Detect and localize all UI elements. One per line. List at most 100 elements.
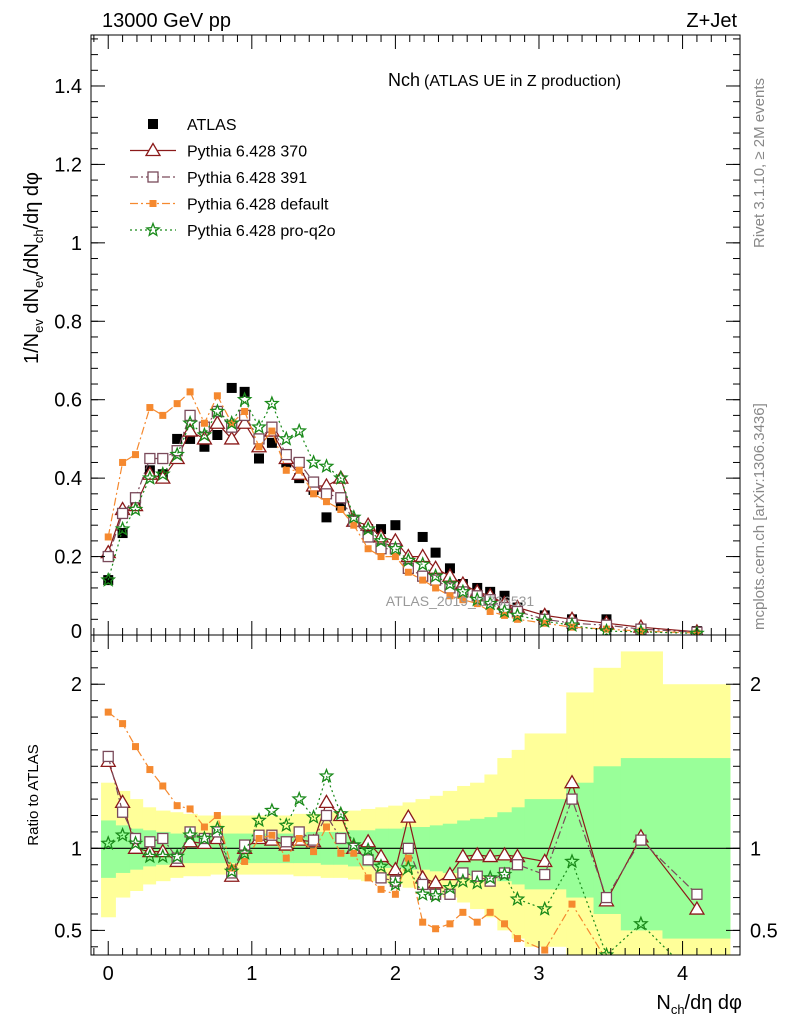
data-point-pdefault: [337, 506, 345, 514]
data-point-pq2o: [427, 567, 444, 583]
data-point-p370: [387, 861, 404, 876]
data-point-pdefault: [159, 411, 167, 419]
data-point-pq2o: [100, 835, 117, 851]
data-point-pdefault: [119, 458, 127, 466]
rivet-label: Rivet 3.1.10, ≥ 2M events: [751, 78, 768, 248]
data-point-pdefault: [446, 592, 454, 600]
uncertainty-band-inner: [593, 766, 622, 914]
data-point-p391: [102, 750, 114, 763]
data-point-pdefault: [146, 766, 154, 774]
data-point-atlas: [212, 430, 223, 440]
x-tick-label: 3: [533, 963, 544, 985]
y-tick-label: 0.5: [54, 920, 82, 942]
data-point-pdefault: [173, 802, 181, 810]
data-point-pdefault: [364, 874, 372, 882]
y-tick-label: 0.6: [54, 390, 82, 412]
data-point-p391: [307, 834, 320, 846]
data-point-pq2o: [509, 607, 526, 623]
data-point-pdefault: [350, 849, 358, 857]
data-point-p391: [402, 842, 414, 854]
data-point-pdefault: [391, 890, 399, 898]
mcplots-label: mcplots.cern.ch [arXiv:1306.3436]: [751, 403, 768, 630]
data-point-p391: [511, 859, 524, 871]
data-point-pdefault: [513, 935, 521, 943]
main-y-axis-label: 1/Nev dNev/dNch/dη dφ: [21, 172, 46, 364]
data-point-pdefault: [432, 584, 440, 592]
data-point-pq2o: [564, 853, 580, 869]
data-point-pdefault: [602, 625, 610, 633]
data-point-pdefault: [186, 388, 194, 396]
data-point-p391: [600, 891, 613, 904]
data-point-p370: [400, 808, 417, 823]
data-point-pq2o: [196, 830, 213, 846]
x-tick-label: 2: [390, 963, 401, 985]
data-point-pq2o: [332, 805, 349, 821]
data-point-pdefault: [200, 823, 208, 831]
x-tick-label: 4: [677, 963, 688, 985]
data-point-atlas: [321, 512, 332, 523]
data-point-pdefault: [213, 812, 221, 820]
data-point-pq2o: [141, 469, 158, 485]
data-point-p370: [469, 846, 486, 861]
data-point-atlas: [253, 453, 264, 464]
data-point-pq2o: [278, 430, 295, 446]
series-line-pq2o: [107, 398, 697, 634]
legend-label-p391: Pythia 6.428 391: [187, 170, 307, 187]
uncertainty-band-inner: [511, 807, 526, 885]
main-axis-ticks: 0.2 0.4 0.6 0.8 1 1.2 1.4 0: [54, 35, 741, 643]
chart-title: Nch: [388, 70, 420, 90]
data-point-atlas: [185, 433, 196, 444]
data-point-p370: [496, 846, 513, 861]
data-point-pq2o: [318, 458, 335, 474]
data-point-pdefault: [404, 568, 412, 576]
legend-marker-pdefault: [149, 200, 157, 207]
data-point-pdefault: [310, 848, 318, 856]
data-point-p370: [441, 567, 459, 582]
data-point-p391: [335, 492, 347, 504]
ratio-frame: [90, 634, 741, 956]
data-point-pq2o: [360, 841, 377, 857]
data-point-pdefault: [637, 627, 645, 635]
data-point-p370: [427, 560, 444, 574]
watermark: ATLAS_2019_I1736531: [386, 593, 535, 609]
data-point-pq2o: [482, 595, 499, 611]
legend-marker-pq2o: [145, 221, 161, 237]
data-point-pdefault: [322, 498, 330, 506]
data-point-pdefault: [419, 576, 427, 584]
uncertainty-band-inner: [484, 817, 498, 878]
data-point-pdefault: [568, 623, 576, 631]
data-point-p370: [359, 833, 377, 848]
data-point-pdefault: [603, 956, 610, 963]
x-tick-label: 0: [103, 963, 114, 985]
data-point-pdefault: [459, 596, 467, 604]
data-point-atlas: [430, 547, 441, 558]
data-point-p370: [223, 430, 240, 445]
y-tick-label: 0: [71, 621, 82, 643]
data-point-pq2o: [182, 826, 199, 842]
data-point-pq2o: [536, 900, 553, 916]
data-point-pdefault: [473, 918, 481, 926]
data-point-p370: [209, 414, 226, 429]
data-point-pq2o: [427, 887, 444, 903]
data-point-pq2o: [345, 836, 362, 852]
data-point-p391: [171, 852, 183, 864]
data-point-pdefault: [377, 553, 385, 561]
data-point-pdefault: [541, 946, 549, 954]
legend-marker-atlas: [148, 119, 158, 129]
data-point-pq2o: [496, 603, 513, 619]
data-point-p391: [566, 793, 578, 805]
data-point-pdefault: [104, 708, 112, 716]
y-tick-label: 0.5: [750, 920, 778, 942]
data-point-p370: [318, 794, 335, 809]
data-point-pdefault: [119, 720, 127, 728]
data-point-pdefault: [513, 615, 521, 623]
legend-marker-p391: [147, 171, 159, 183]
data-point-p370: [482, 848, 499, 863]
data-point-pdefault: [173, 400, 181, 408]
data-point-pdefault: [377, 885, 385, 893]
y-tick-label: 1.4: [54, 76, 82, 98]
data-point-pq2o: [454, 872, 471, 888]
data-point-p370: [563, 774, 581, 789]
header-right: Z+Jet: [686, 10, 737, 32]
data-point-p391: [335, 832, 347, 845]
